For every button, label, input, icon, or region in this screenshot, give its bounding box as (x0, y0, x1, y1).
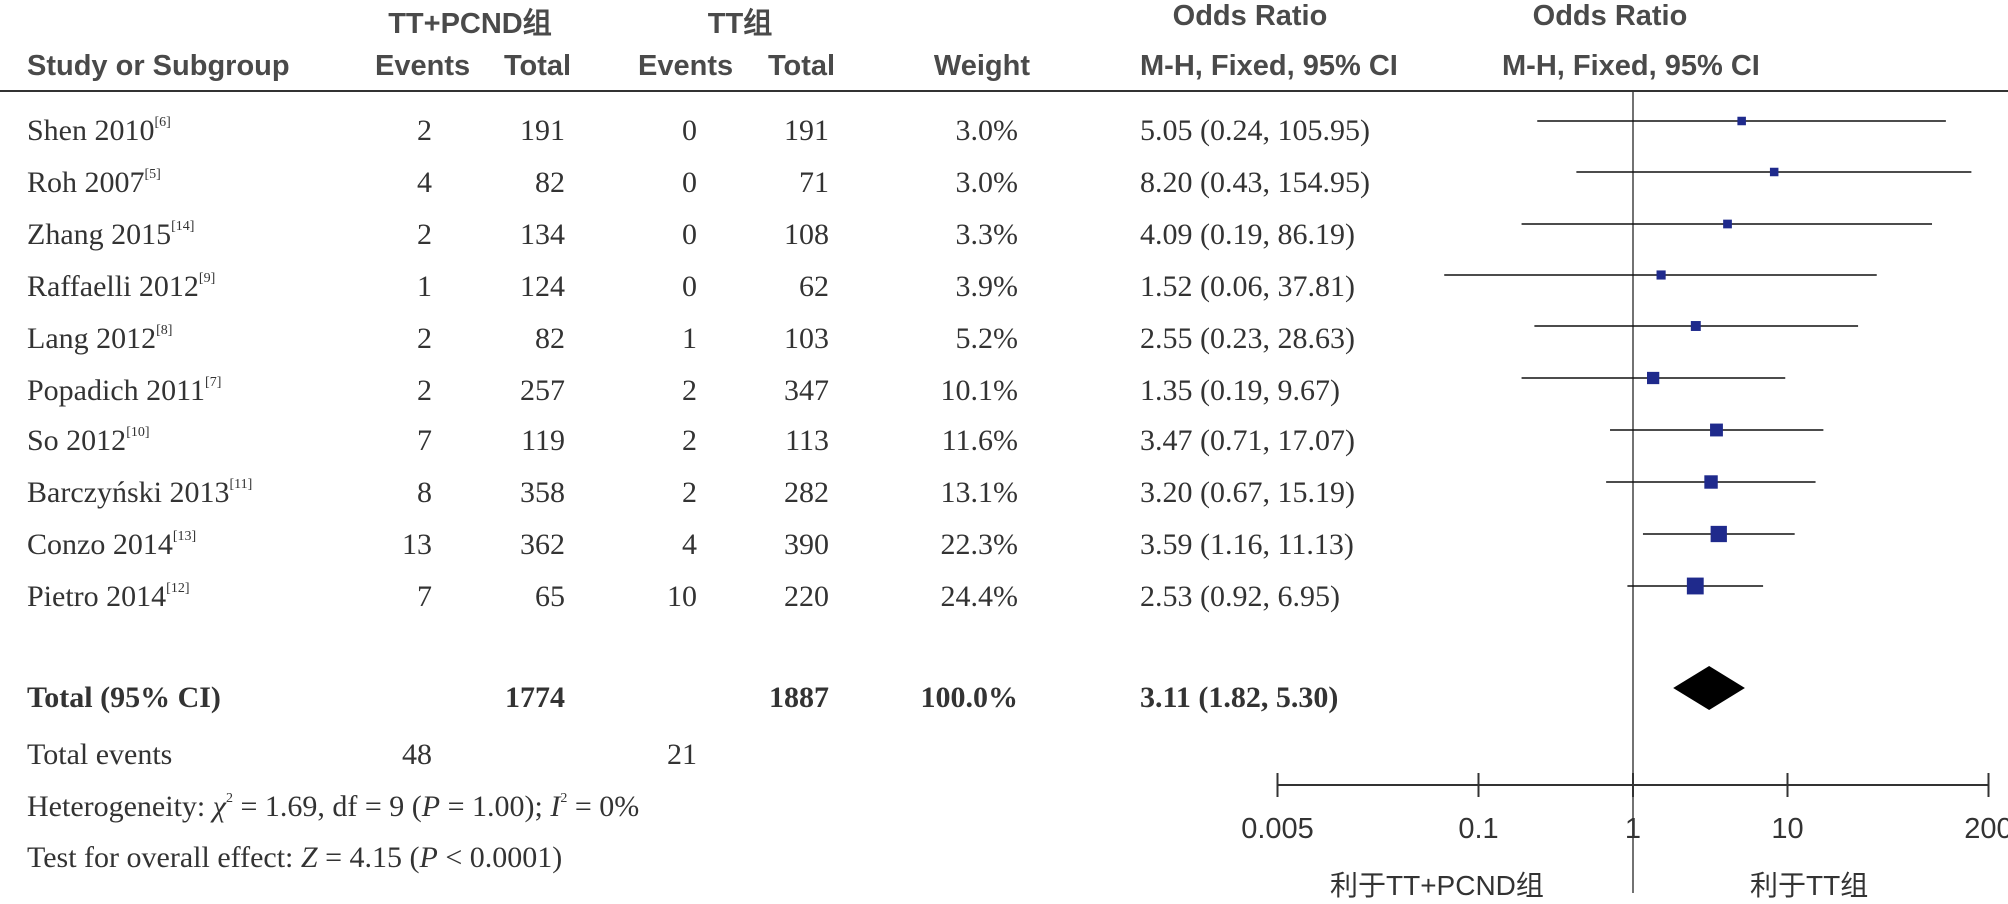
study-marker (1704, 475, 1717, 488)
tick-label: 0.005 (1217, 813, 1337, 846)
favours-right-label: 利于TT组 (1750, 864, 1868, 904)
study-marker (1711, 526, 1727, 542)
study-marker (1770, 168, 1779, 177)
pooled-diamond (1673, 666, 1745, 710)
study-marker (1710, 424, 1723, 437)
tick-label: 1 (1573, 813, 1693, 846)
tick-label: 200 (1929, 813, 2008, 846)
tick-label: 0.1 (1419, 813, 1539, 846)
tick-label: 10 (1728, 813, 1848, 846)
study-marker (1691, 321, 1701, 331)
study-marker (1657, 270, 1666, 279)
study-marker (1687, 578, 1704, 595)
study-marker (1647, 372, 1659, 384)
study-marker (1737, 117, 1746, 126)
favours-left-label: 利于TT+PCND组 (1330, 864, 1544, 904)
study-marker (1723, 220, 1732, 229)
